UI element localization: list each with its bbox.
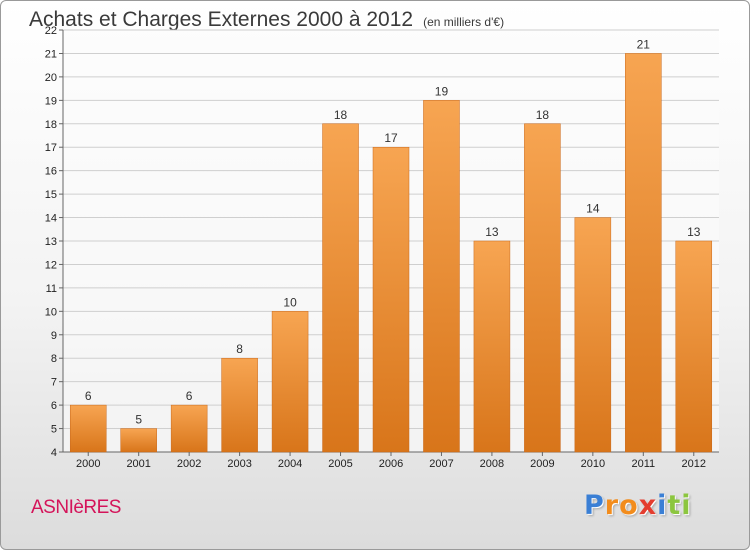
y-tick-label: 12 [45,259,57,271]
bar [574,217,612,453]
x-tick-label: 2010 [581,458,605,470]
bar [524,123,561,453]
bar-value-label: 14 [586,202,600,216]
x-tick-label: 2009 [530,458,554,470]
logo-letter: i [657,490,668,521]
bar-value-label: 17 [384,131,398,145]
bar [372,146,410,453]
logo-letter: r [604,490,620,521]
x-tick-label: 2008 [480,458,504,470]
bar [221,357,258,453]
x-tick-label: 2004 [278,458,302,470]
bar [322,123,359,453]
y-tick-label: 17 [45,142,57,154]
logo-letter: i [681,490,692,521]
bar-value-label: 19 [435,84,449,98]
bar-value-label: 5 [135,413,142,427]
bar-value-label: 18 [536,108,550,122]
x-tick-label: 2002 [177,458,201,470]
y-tick-label: 5 [51,424,57,436]
y-tick-label: 15 [45,189,57,201]
y-tick-label: 7 [51,377,57,389]
commune-name: ASNIèRES [31,497,121,518]
logo-letter: t [667,490,682,521]
y-tick-label: 11 [46,283,57,295]
y-tick-label: 10 [45,306,57,318]
bar [69,404,107,453]
bar-value-label: 13 [687,225,701,239]
y-tick-label: 6 [51,400,57,412]
y-tick-label: 9 [51,330,57,342]
proxiti-logo: Proxiti [584,490,692,521]
bar [170,404,208,453]
bar [271,311,309,453]
x-tick-label: 2007 [429,458,453,470]
bar [473,240,511,453]
x-tick-label: 2012 [682,458,706,470]
chart-title-text: Achats et Charges Externes 2000 à 2012 [29,8,414,31]
chart-subtitle: (en milliers d'€) [423,15,505,29]
y-tick-label: 21 [45,48,57,60]
y-tick-label: 22 [45,25,57,37]
bar-value-label: 8 [236,342,243,356]
x-tick-label: 2011 [631,458,655,470]
bar-value-label: 13 [485,225,499,239]
y-tick-label: 4 [51,447,57,459]
bar [675,240,713,453]
x-tick-label: 2000 [76,458,100,470]
y-tick-label: 18 [45,119,57,131]
x-tick-label: 2001 [126,458,150,470]
y-tick-label: 20 [45,72,57,84]
y-tick-label: 16 [45,166,57,178]
bar-value-label: 6 [186,389,193,403]
x-tick-label: 2006 [379,458,403,470]
y-tick-label: 19 [45,95,57,107]
bar-value-label: 21 [637,37,651,51]
bar-value-label: 18 [334,108,348,122]
x-tick-label: 2003 [227,458,251,470]
bar-value-label: 6 [85,389,92,403]
logo-letter: P [584,490,605,521]
y-tick-label: 8 [51,353,57,365]
x-tick-label: 2005 [328,458,352,470]
y-tick-label: 14 [45,213,57,225]
bar-value-label: 10 [283,295,297,309]
y-tick-label: 13 [45,236,57,248]
bar [423,100,460,453]
logo-letter: o [619,490,639,521]
bar [625,53,662,453]
bar [120,428,157,453]
logo-letter: x [638,490,658,521]
chart-title: Achats et Charges Externes 2000 à 2012 (e… [29,8,504,32]
